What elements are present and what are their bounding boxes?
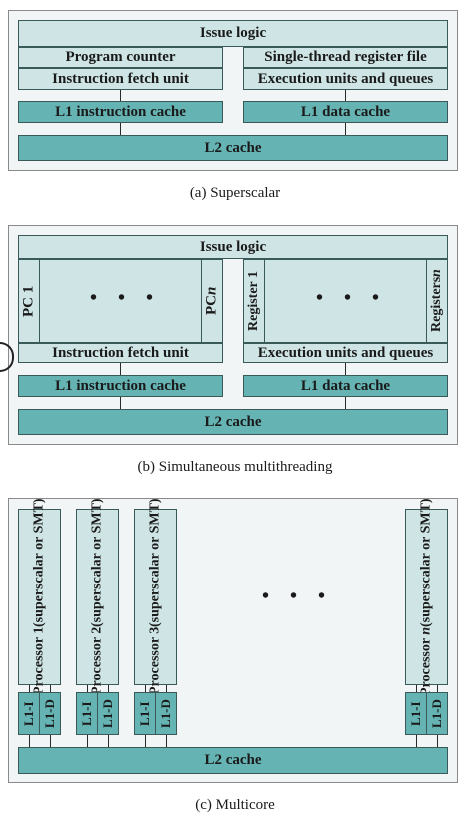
connector [108,735,109,747]
pc-n-prefix: PC [203,295,220,316]
l1-instruction-cache: L1 instruction cache [18,101,223,123]
program-counter-block: Program counter [18,47,223,68]
register-ellipsis: • • • [316,287,388,309]
l1-instruction-cache: L1 instruction cache [18,375,223,397]
processor-3-block: Processor 3 (superscalar or SMT) [134,499,177,695]
register-n-block: Registers n [426,259,448,343]
connector [120,397,121,409]
connector [345,123,346,135]
connector [108,685,109,692]
l1-i-cache: L1-I [18,692,40,735]
processor-3-sub: (superscalar or SMT) [147,498,163,628]
processor-ellipsis: • • • [262,585,334,607]
pc-area [18,259,223,343]
connector [437,735,438,747]
connector [166,685,167,692]
register-area [243,259,448,343]
caption-smt: (b) Simultaneous multithreading [137,459,333,475]
connector [345,397,346,409]
connector [166,735,167,747]
connector [120,90,121,101]
execution-units-block: Execution units and queues [243,343,448,363]
processor-3-label: Processor 3 [147,627,163,696]
processor-n-prefix: Processor [418,634,434,696]
l1-d-cache: L1-D [39,692,61,735]
processor-1-sub: (superscalar or SMT) [31,498,47,628]
connector [416,685,417,692]
l1-i-cache: L1-I [405,692,427,735]
connector [50,735,51,747]
pc-ellipsis: • • • [90,287,162,309]
register-1-block: Register 1 [243,259,265,343]
processor-1-label: Processor 1 [31,627,47,696]
l1-data-cache: L1 data cache [243,375,448,397]
processor-1-block: Processor 1 (superscalar or SMT) [18,499,61,695]
connector [50,685,51,692]
fetch-unit-block: Instruction fetch unit [18,68,223,90]
pc-n-var: n [203,286,220,296]
processor-n-sub: (superscalar or SMT) [418,498,434,627]
register-n-var: n [429,269,444,278]
processor-n-var: n [418,626,434,635]
processor-2-label: Processor 2 [89,627,105,696]
l2-cache: L2 cache [18,747,448,774]
fetch-unit-block: Instruction fetch unit [18,343,223,363]
pc-n-block: PC n [201,259,223,343]
connector [345,363,346,375]
caption-superscalar: (a) Superscalar [189,185,281,201]
l1-d-cache: L1-D [97,692,119,735]
l2-cache: L2 cache [18,135,448,161]
pc-1-block: PC 1 [18,259,40,343]
l1-i-cache: L1-I [134,692,156,735]
connector [29,685,30,692]
issue-logic-block: Issue logic [18,235,448,259]
connector [87,735,88,747]
issue-logic-block: Issue logic [18,20,448,47]
processor-n-label: Processor n [418,627,436,696]
l2-cache: L2 cache [18,409,448,435]
connector [120,123,121,135]
connector [345,90,346,101]
processor-n-block: Processor n (superscalar or SMT) [405,498,448,696]
connector [120,363,121,375]
connector [416,735,417,747]
l1-data-cache: L1 data cache [243,101,448,123]
connector [437,685,438,692]
connector [145,685,146,692]
execution-units-block: Execution units and queues [243,68,448,90]
l1-i-cache: L1-I [76,692,98,735]
register-file-block: Single-thread register file [243,47,448,68]
connector [87,685,88,692]
l1-d-cache: L1-D [426,692,448,735]
connector [29,735,30,747]
connector [145,735,146,747]
processor-2-sub: (superscalar or SMT) [89,498,105,628]
processor-2-block: Processor 2 (superscalar or SMT) [76,499,119,695]
l1-d-cache: L1-D [155,692,177,735]
caption-multicore: (c) Multicore [195,797,275,813]
register-n-prefix: Registers [429,277,444,333]
